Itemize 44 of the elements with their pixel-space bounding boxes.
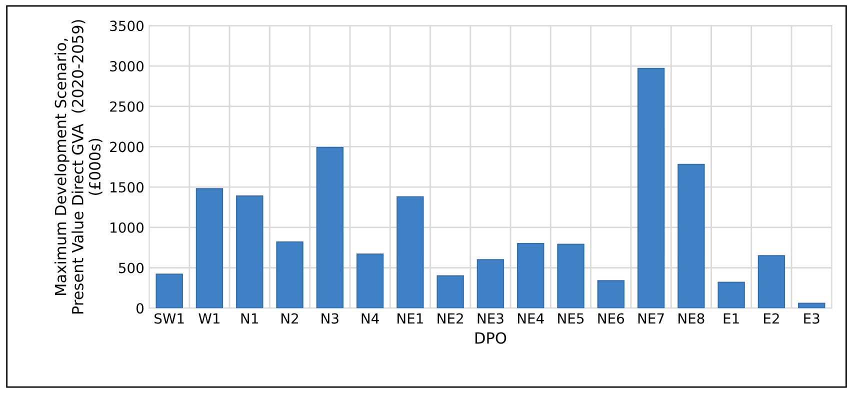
x-tick-label: E1 [724,313,739,324]
x-tick-label: SW1 [154,313,184,324]
bar [236,195,264,308]
bar [798,302,826,308]
bar [678,164,705,308]
bar [718,282,745,308]
y-tick-label: 3500 [110,20,144,32]
y-tick-label: 1000 [110,222,144,233]
bar [356,253,384,308]
x-tick-label: NE2 [438,313,463,324]
bar [476,259,504,308]
x-tick-label: NE8 [678,313,704,324]
bar [156,274,183,308]
bar [597,280,624,308]
x-tick-label: N1 [241,313,258,324]
x-tick-label: E2 [764,313,779,324]
y-tick-label: 2500 [110,101,144,112]
bar [436,275,464,308]
y-axis-title: Maximum Development Scenario, Present Value Direct GVA (2020-2059) (£000s) [54,20,102,314]
bar [637,68,665,308]
x-tick-label: NE3 [478,313,504,324]
bar [758,255,786,308]
bar [276,241,304,308]
x-tick-label: NE5 [558,313,584,324]
x-tick-label: N3 [322,313,338,324]
x-tick-label: E3 [804,313,820,324]
x-axis-title: DPO [475,332,506,344]
bar [557,244,584,308]
x-tick-label: NE1 [398,313,423,324]
y-tick-label: 3000 [110,60,144,72]
x-tick-label: N4 [362,313,379,324]
bar [316,146,344,308]
x-tick-label: NE7 [638,313,664,324]
x-tick-label: W1 [198,313,220,324]
bar [196,188,224,308]
x-tick-label: N2 [282,313,298,324]
bar [396,196,424,308]
bar [517,242,544,308]
x-tick-label: NE6 [598,313,624,324]
y-tick-label: 2000 [110,142,144,152]
y-tick-label: 500 [118,262,144,274]
x-tick-label: NE4 [518,313,544,324]
y-tick-label: 1500 [110,182,144,193]
y-tick-label: 0 [136,303,144,314]
